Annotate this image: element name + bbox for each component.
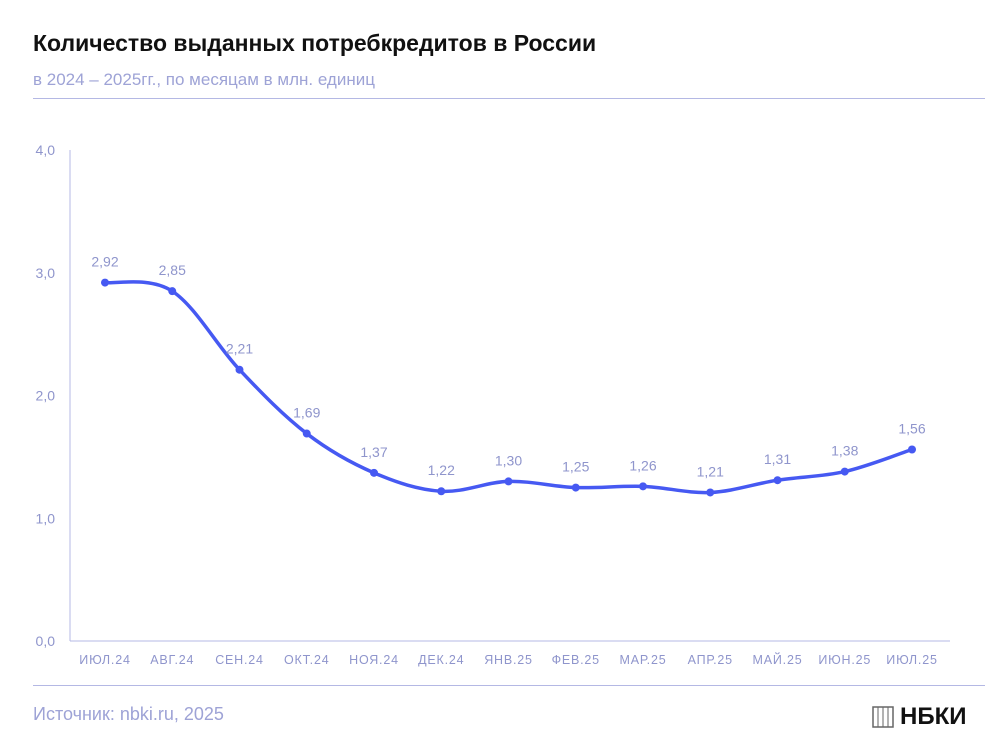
x-tick-label: ФЕВ.25 — [552, 653, 600, 667]
data-point — [639, 482, 647, 491]
data-point — [504, 477, 513, 486]
source-note: Источник: nbki.ru, 2025 — [33, 704, 224, 724]
data-label: 1,31 — [764, 451, 791, 467]
data-point — [302, 429, 311, 438]
x-tick-label: МАР.25 — [620, 653, 667, 667]
data-point — [908, 445, 916, 454]
data-label: 2,92 — [91, 254, 118, 270]
x-tick-label: ИЮН.25 — [818, 653, 871, 667]
data-label: 2,85 — [159, 262, 186, 278]
nbki-logo: НБКИ — [872, 703, 966, 731]
y-tick-label: 1,0 — [36, 510, 56, 526]
header-divider — [33, 98, 985, 99]
x-tick-label: ИЮЛ.25 — [886, 653, 937, 667]
logo-icon — [872, 706, 894, 728]
x-tick-label: МАЙ.25 — [753, 652, 803, 667]
data-label: 1,56 — [898, 421, 925, 437]
data-label: 1,38 — [831, 443, 858, 459]
data-point — [571, 483, 580, 492]
page-subtitle: в 2024 – 2025гг., по месяцам в млн. един… — [33, 70, 375, 89]
data-point — [101, 278, 109, 287]
y-tick-label: 4,0 — [36, 142, 56, 158]
x-tick-label: ЯНВ.25 — [484, 653, 533, 667]
data-label: 1,25 — [562, 459, 589, 475]
data-label: 2,21 — [226, 341, 253, 357]
data-point — [370, 468, 378, 477]
data-label: 1,21 — [697, 463, 724, 479]
y-tick-label: 2,0 — [36, 388, 56, 404]
y-tick-label: 3,0 — [36, 265, 56, 281]
data-label: 1,26 — [629, 457, 656, 473]
footer-divider — [33, 685, 985, 686]
x-tick-label: ОКТ.24 — [284, 653, 329, 667]
page-title: Количество выданных потребкредитов в Рос… — [33, 30, 597, 56]
y-tick-label: 0,0 — [36, 633, 56, 649]
data-label: 1,22 — [428, 462, 455, 478]
data-point — [235, 365, 244, 374]
data-point — [437, 487, 446, 496]
x-tick-label: НОЯ.24 — [349, 653, 399, 667]
data-point — [168, 287, 177, 296]
data-point — [706, 488, 715, 497]
x-tick-label: ДЕК.24 — [418, 653, 464, 667]
data-point — [840, 467, 849, 476]
data-point — [773, 476, 782, 485]
x-tick-label: АПР.25 — [688, 653, 733, 667]
x-tick-label: СЕН.24 — [215, 653, 264, 667]
x-tick-label: АВГ.24 — [150, 653, 194, 667]
logo-text: НБКИ — [900, 703, 967, 730]
x-tick-label: ИЮЛ.24 — [79, 653, 130, 667]
data-label: 1,37 — [360, 444, 387, 460]
data-label: 1,30 — [495, 452, 522, 468]
data-label: 1,69 — [293, 405, 320, 421]
